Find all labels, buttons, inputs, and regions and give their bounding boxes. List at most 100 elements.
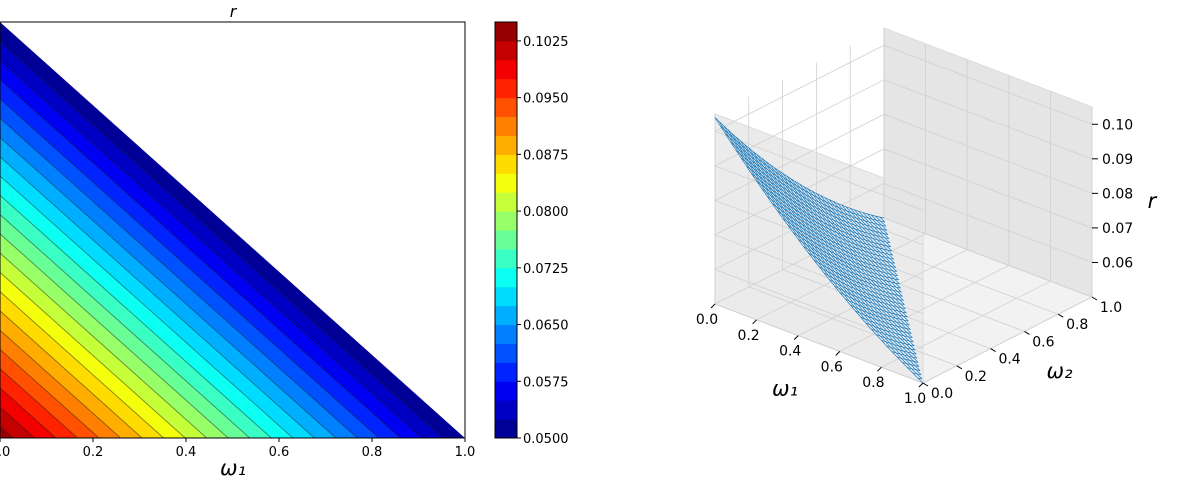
contour-line [0, 291, 164, 438]
colorbar-band [495, 97, 517, 118]
y3d-tick-label: 0.2 [965, 369, 987, 385]
contour-line [0, 79, 401, 438]
surface-line [837, 203, 895, 264]
surface-line [744, 144, 917, 355]
colorbar-ticks: 0.0500 0.0575 0.0650 0.0725 0.0800 0.0875 0.09… [517, 35, 569, 447]
axis-3d-y: 0.0 0.2 0.4 0.6 0.8 1.0 [922, 296, 1122, 402]
surface-line [844, 298, 909, 322]
axis-3d-x: 0.0 0.2 0.4 0.6 0.8 1.0 [696, 303, 926, 407]
contour-line [0, 310, 143, 438]
surface-line [845, 206, 894, 256]
surface-line [786, 175, 907, 314]
grid-line [714, 130, 924, 211]
x3d-tick-label: 0.8 [862, 375, 884, 391]
contour-frame [0, 21, 466, 439]
contour-band [0, 99, 379, 438]
contour-x-ticks: 0.0 0.2 0.4 0.6 0.8 1.0 [0, 438, 475, 460]
contour-band [0, 118, 358, 438]
colorbar: 0.0500 0.0575 0.0650 0.0725 0.0800 0.0875 0.09… [494, 21, 569, 447]
surface-line [735, 137, 919, 363]
x3d-tick-mark [710, 303, 716, 309]
contour-line [0, 252, 207, 438]
contour-line [0, 426, 14, 438]
surface-line [875, 215, 887, 227]
x3d-tick-mark [877, 366, 882, 372]
surface-line [757, 154, 914, 343]
colorbar-tick-label: 0.0725 [523, 262, 569, 277]
colorbar-band [495, 116, 517, 136]
contour-line [0, 156, 315, 438]
colorbar-band [495, 192, 517, 212]
surface-line [765, 161, 912, 334]
contour-band [0, 407, 35, 438]
y3d-tick-label: 0.6 [1032, 334, 1054, 350]
grid-line [883, 113, 1093, 194]
contour-band [0, 156, 315, 438]
surface-line [876, 334, 915, 347]
surface-3d-plot: 0.0 0.2 0.4 0.6 0.8 1.0 0.0 0.2 0.4 0.6 0.8 1.0 0.… [696, 27, 1158, 407]
grid-line [883, 79, 1093, 160]
x3d-tick-mark [793, 335, 799, 340]
x3d-tick-label: 0.2 [737, 328, 759, 344]
contour-band [0, 368, 78, 438]
colorbar-tick-label: 0.0650 [523, 319, 569, 334]
colorbar-band [495, 154, 517, 174]
contour-line [0, 40, 444, 438]
surface-line [866, 213, 889, 235]
contour-band [0, 330, 121, 438]
x-tick-label: 0.6 [269, 445, 290, 460]
surface-line [858, 210, 891, 244]
contour-band [0, 137, 336, 438]
x3d-tick-label: 0.4 [779, 344, 801, 360]
surface-line [833, 201, 896, 268]
contour-band [0, 60, 422, 438]
x3d-tick-mark [918, 382, 924, 388]
contour-band [0, 22, 465, 438]
surface-line [718, 121, 923, 380]
surface-line [723, 125, 922, 376]
z3d-tick-label: 0.06 [1102, 255, 1133, 271]
y3d-tick-mark [990, 348, 996, 353]
contour-line [0, 137, 337, 438]
grid-line [922, 296, 1093, 384]
x-tick-label: 0.4 [176, 445, 197, 460]
surface-line [748, 147, 916, 351]
colorbar-tick-label: 0.0575 [523, 375, 569, 390]
surface-mesh [714, 117, 924, 384]
contour-title: r [230, 2, 238, 21]
colorbar-band [495, 400, 517, 420]
z3d-tick-label: 0.08 [1102, 186, 1133, 202]
contour-line [0, 406, 35, 438]
contour-band [0, 176, 293, 438]
contour-band [0, 41, 444, 438]
z3d-tick-label: 0.09 [1102, 152, 1133, 168]
colorbar-band [495, 267, 517, 288]
x-tick-label: 0.2 [83, 445, 104, 460]
surface-line [811, 190, 901, 289]
surface-line [917, 377, 923, 380]
grid-line [748, 286, 957, 367]
contour-line [0, 194, 272, 438]
colorbar-band [495, 305, 517, 326]
y3d-tick-mark [1091, 296, 1098, 301]
colorbar-bands [495, 22, 517, 439]
surface-z-label: r [1148, 189, 1158, 213]
surface-line [879, 216, 886, 223]
colorbar-band [495, 230, 517, 250]
z3d-tick-label: 0.10 [1102, 117, 1133, 133]
surface-line [820, 195, 899, 281]
contour-line [0, 368, 78, 438]
grid-line [714, 44, 885, 132]
y3d-tick-mark [922, 382, 929, 387]
contour-band [0, 272, 186, 438]
colorbar-band [495, 324, 517, 344]
colorbar-band [495, 173, 517, 193]
y3d-tick-mark [1024, 330, 1030, 335]
y3d-tick-mark [956, 365, 963, 370]
surface-line [813, 259, 903, 297]
surface-line [752, 151, 915, 347]
surface-y-label: ω₂ [1046, 359, 1073, 383]
surface-line [790, 178, 906, 310]
colorbar-tick-label: 0.0950 [523, 92, 569, 107]
surface-line [773, 167, 910, 326]
